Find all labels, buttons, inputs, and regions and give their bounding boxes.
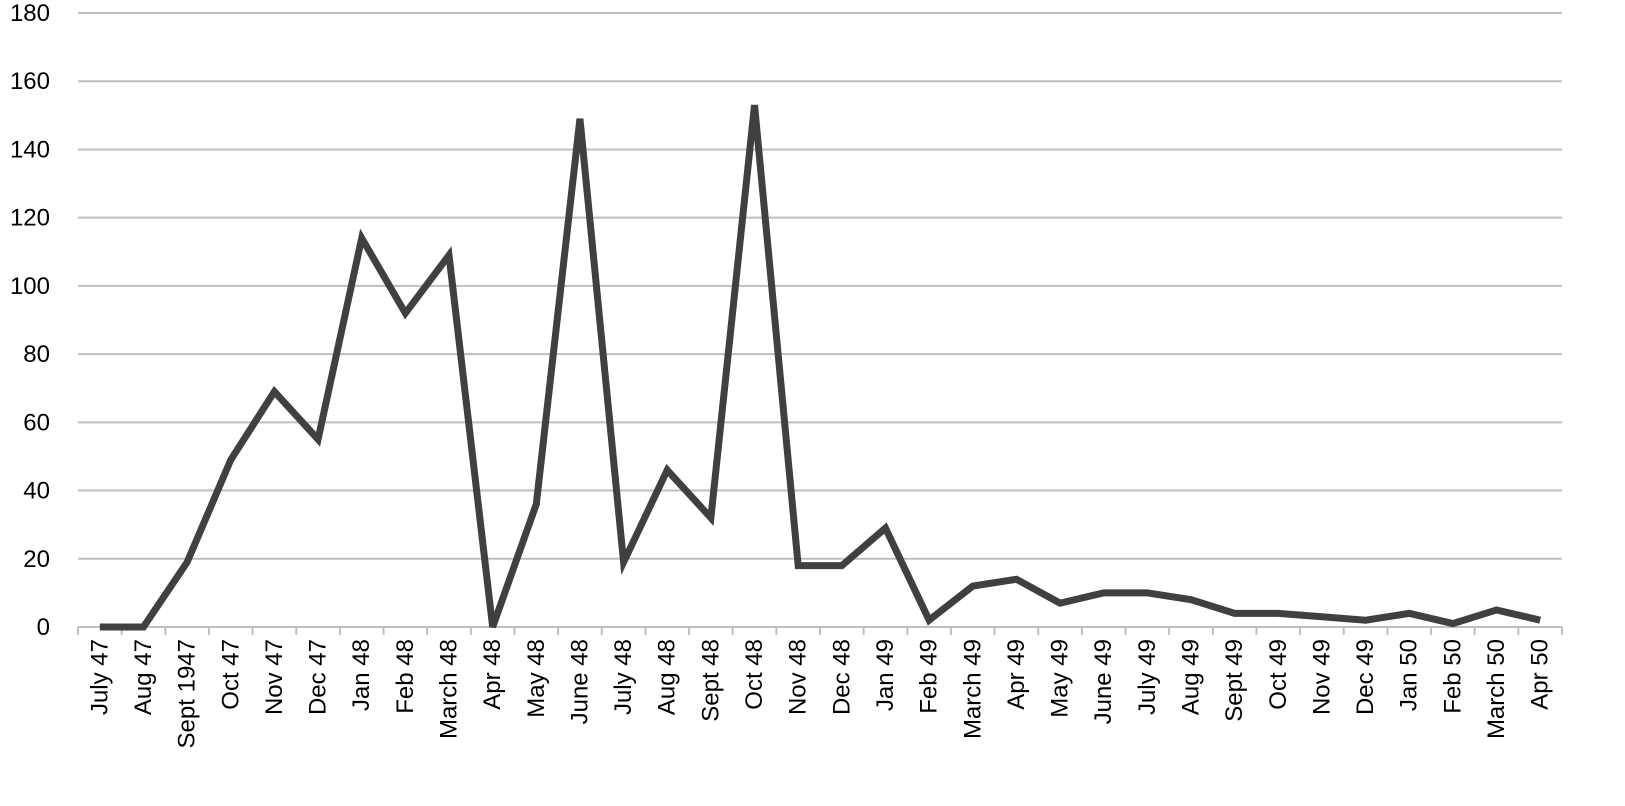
- x-tick-label: Dec 48: [828, 639, 855, 715]
- x-tick-label: Feb 49: [916, 639, 943, 714]
- y-tick-label: 40: [23, 478, 50, 505]
- x-tick-label: July 48: [610, 639, 637, 715]
- x-tick-label: Jan 48: [348, 639, 375, 711]
- gridlines: [78, 12, 1562, 560]
- x-tick-label: Oct 47: [217, 639, 244, 710]
- x-tick-label: Sept 49: [1221, 639, 1248, 722]
- x-tick-label: March 48: [436, 639, 463, 739]
- x-tick-label: May 49: [1047, 639, 1074, 718]
- x-tick-label: June 48: [566, 639, 593, 724]
- x-tick-label: Feb 50: [1439, 639, 1466, 714]
- y-tick-label: 80: [23, 341, 50, 368]
- x-tick-label: Aug 48: [654, 639, 681, 715]
- x-tick-label: Nov 49: [1308, 639, 1335, 715]
- x-tick-label: Sept 1947: [174, 639, 201, 748]
- x-tick-label: Dec 47: [305, 639, 332, 715]
- x-tick-label: Aug 49: [1178, 639, 1205, 715]
- x-tick-label: Dec 49: [1352, 639, 1379, 715]
- x-tick-label: Apr 49: [1003, 639, 1030, 710]
- x-tick-label: Oct 48: [741, 639, 768, 710]
- x-tick-label: Aug 47: [130, 639, 157, 715]
- x-tick-label: June 49: [1090, 639, 1117, 724]
- x-tick-label: May 48: [523, 639, 550, 718]
- y-tick-label: 140: [10, 136, 50, 163]
- x-axis-tick-labels: July 47 Aug 47 Sept 1947 Oct 47 Nov 47 Dec 47…: [86, 639, 1553, 748]
- x-tick-label: March 50: [1483, 639, 1510, 739]
- y-tick-label: 120: [10, 205, 50, 232]
- x-axis: [77, 626, 1563, 635]
- x-tick-label: Apr 50: [1527, 639, 1554, 710]
- y-tick-label: 20: [23, 546, 50, 573]
- y-tick-label: 100: [10, 273, 50, 300]
- y-tick-label: 180: [10, 0, 50, 27]
- x-tick-label: Jan 50: [1396, 639, 1423, 711]
- x-tick-label: Nov 48: [785, 639, 812, 715]
- x-tick-label: Nov 47: [261, 639, 288, 715]
- x-tick-label: Oct 49: [1265, 639, 1292, 710]
- series-group: [99, 104, 1541, 631]
- y-tick-label: 0: [37, 614, 50, 641]
- y-tick-label: 160: [10, 68, 50, 95]
- series-line-0: [99, 104, 1541, 631]
- x-tick-label: July 49: [1134, 639, 1161, 715]
- x-tick-label: Feb 48: [392, 639, 419, 714]
- x-tick-label: Apr 48: [479, 639, 506, 710]
- y-tick-label: 60: [23, 409, 50, 436]
- x-tick-label: Jan 49: [872, 639, 899, 711]
- x-tick-label: July 47: [86, 639, 113, 715]
- x-tick-label: Sept 48: [697, 639, 724, 722]
- y-axis-tick-labels: 0 20 40 60 80 100 120 140 160 180: [10, 0, 50, 641]
- x-tick-label: March 49: [959, 639, 986, 739]
